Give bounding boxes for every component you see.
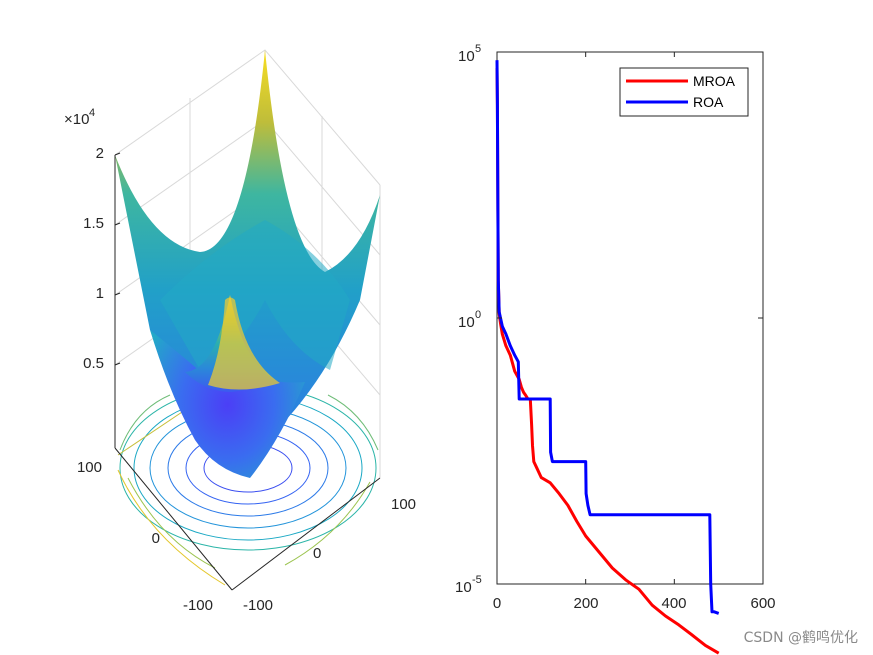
- x-tick-label: 0: [493, 595, 501, 612]
- y-tick-label: 100: [77, 459, 102, 476]
- legend-label-roa: ROA: [693, 94, 724, 110]
- series-line-mroa: [495, 67, 720, 655]
- surface-mesh: [115, 50, 380, 478]
- y-tick-label: 10 0: [458, 309, 481, 331]
- convergence-plot: 10 5 10 0 10 -5 0 200 400 600 MROA ROA: [455, 43, 776, 655]
- z-tick-label: 1.5: [83, 215, 104, 232]
- watermark: CSDN @鹤鸣优化: [744, 629, 858, 646]
- y-tick-label: -100: [183, 597, 213, 614]
- svg-text:10: 10: [455, 579, 472, 596]
- svg-text:0: 0: [475, 309, 481, 321]
- legend: MROA ROA: [619, 67, 749, 117]
- z-tick-label: 0.5: [83, 355, 104, 372]
- z-exponent-label: ×10: [64, 111, 89, 128]
- surface-plot: ×10 4 2 1.5 1 0.5 100 0 -100 -100 0 100: [64, 49, 416, 614]
- plot-area: [496, 51, 764, 585]
- z-tick-label: 1: [96, 285, 104, 302]
- svg-text:5: 5: [475, 43, 481, 55]
- y-tick-label: 10 -5: [455, 574, 482, 596]
- tick-layer: [496, 51, 764, 585]
- svg-text:-5: -5: [472, 574, 482, 586]
- z-tick-label: 2: [96, 145, 104, 162]
- y-tick-label: 0: [152, 530, 160, 547]
- z-exponent-power: 4: [89, 107, 95, 119]
- series-layer: [495, 60, 720, 655]
- x-tick-label: -100: [243, 597, 273, 614]
- x-tick-label: 100: [391, 496, 416, 513]
- legend-label-mroa: MROA: [693, 73, 736, 89]
- x-tick-label: 0: [313, 545, 321, 562]
- x-tick-label: 600: [750, 595, 775, 612]
- x-tick-label: 200: [573, 595, 598, 612]
- y-tick-label: 10 5: [458, 43, 481, 65]
- svg-text:10: 10: [458, 314, 475, 331]
- series-line-roa: [495, 60, 720, 615]
- surface-axes: [114, 152, 381, 591]
- x-tick-label: 400: [661, 595, 686, 612]
- svg-text:10: 10: [458, 48, 475, 65]
